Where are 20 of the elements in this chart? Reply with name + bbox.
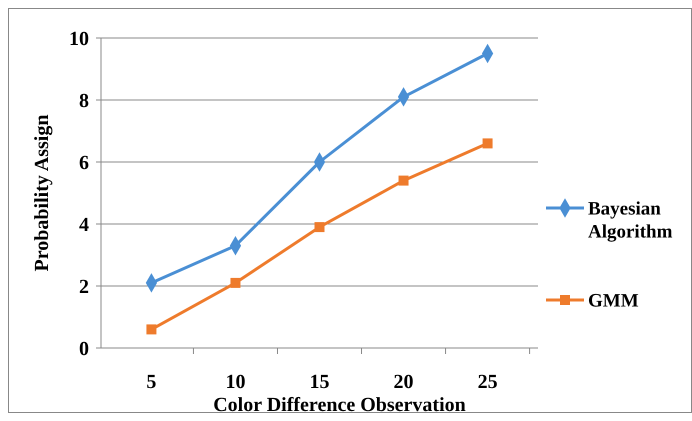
y-tick-label: 0 xyxy=(79,338,89,360)
legend-label: Bayesian Algorithm xyxy=(588,198,673,242)
x-axis-title: Color Difference Observation xyxy=(213,394,466,416)
point xyxy=(314,222,324,232)
y-tick-label: 10 xyxy=(69,28,89,50)
x-tick-label: 5 xyxy=(146,371,156,393)
y-tick-label: 2 xyxy=(79,276,89,298)
x-tick-label: 10 xyxy=(225,371,246,393)
y-axis-title: Probability Assign xyxy=(31,114,53,272)
x-tick-label: 15 xyxy=(310,371,330,393)
point xyxy=(230,278,240,288)
y-tick-label: 4 xyxy=(79,214,89,236)
legend-label: GMM xyxy=(588,290,639,312)
x-tick-label: 25 xyxy=(478,371,498,393)
x-tick-label: 20 xyxy=(394,371,414,393)
point xyxy=(146,324,156,334)
point xyxy=(482,138,493,148)
y-tick-label: 6 xyxy=(79,152,89,174)
point xyxy=(398,176,409,186)
y-tick-label: 8 xyxy=(79,90,89,112)
